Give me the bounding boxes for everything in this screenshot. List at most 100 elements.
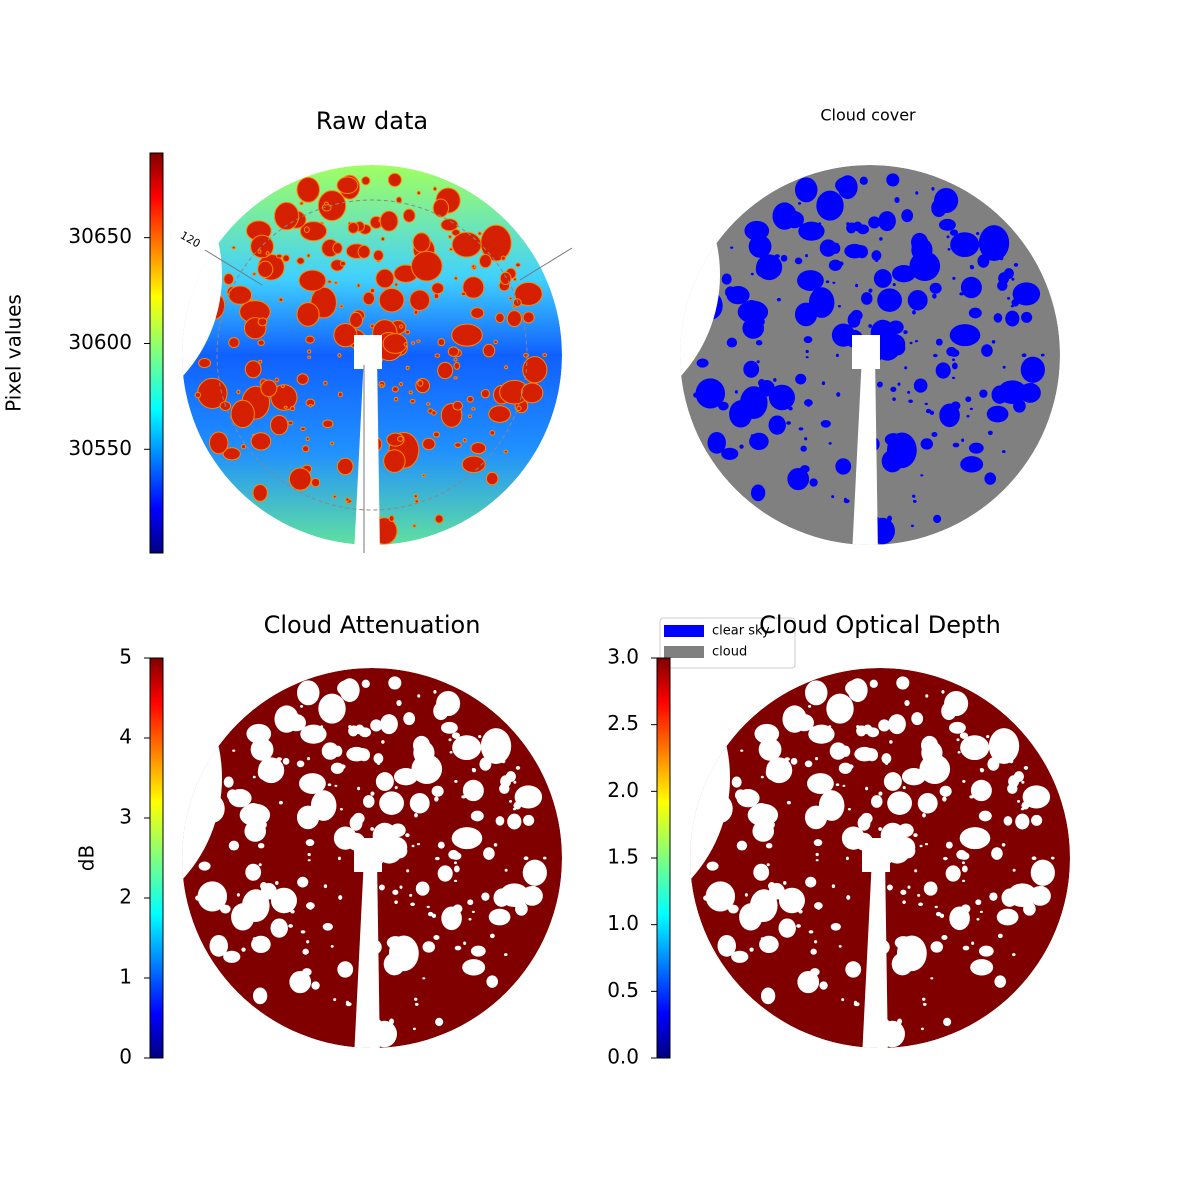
legend-swatch [664,625,704,637]
blob [1011,277,1015,281]
blob [296,302,320,327]
blob [252,775,256,779]
blob [857,815,871,831]
blob [997,933,1003,939]
blob [731,950,749,963]
blob [426,905,430,909]
blob [922,1002,927,1006]
blob [815,852,819,857]
blob [946,235,950,239]
blob [431,913,437,919]
blob [877,288,902,312]
blob [236,893,240,897]
blob [322,922,333,931]
blob [523,352,529,358]
blob [891,952,914,976]
blob [917,792,938,814]
sky-image [680,165,1060,545]
blob [337,961,354,978]
blob [284,909,288,912]
blob [920,474,924,477]
blob [398,324,404,329]
blob [416,842,421,846]
blob [960,735,990,761]
blob [797,970,820,994]
blob [989,892,998,901]
blob [755,249,760,254]
blob [961,865,968,873]
blob [721,273,732,285]
blob [1022,785,1051,809]
blob [437,841,445,849]
blob [881,333,906,354]
blob [939,913,945,919]
tick-label: 4 [119,725,132,749]
blob [468,917,472,921]
blob [968,307,982,319]
blob [296,176,320,203]
blob [871,250,882,261]
blob [380,236,386,242]
blob [322,707,332,715]
blob [395,196,403,204]
blob [379,383,384,388]
blob [695,378,726,409]
blob [412,524,417,528]
blob [382,333,408,354]
blob [481,892,490,901]
blob [258,820,267,829]
blob [321,742,339,760]
blob [414,499,420,504]
blob [758,738,782,761]
blob [394,900,398,904]
blob [832,281,836,284]
tick-label: 2.5 [607,711,639,735]
blob [969,265,973,268]
colorbar-label: Pixel values [2,294,26,412]
blob [387,172,402,187]
polar-grid [204,249,263,286]
blob [807,705,812,708]
blob [1021,801,1030,810]
blob [467,414,473,418]
blob [413,309,419,316]
blob [1001,843,1006,847]
blob [942,856,948,861]
blob [306,902,315,910]
blob [449,750,453,754]
colorbar [149,657,164,1059]
blob [223,950,241,963]
blob [467,899,474,906]
blob [380,887,384,891]
blob [513,801,522,810]
blob [946,346,957,357]
blob [993,313,1003,323]
blob [409,893,413,897]
blob [1029,886,1051,906]
blob [370,827,375,831]
blob [743,360,760,378]
blob [991,340,996,344]
blob [435,1017,444,1027]
blob [296,373,309,385]
blob [397,939,404,945]
blob [861,292,873,305]
blob [969,795,974,799]
blob [296,805,320,830]
blob [1005,310,1020,327]
blob [859,176,868,185]
blob [922,997,926,1001]
blob [383,836,408,857]
blob [349,815,363,831]
blob [987,430,993,436]
blob [274,377,280,383]
blob [307,756,311,761]
blob [223,776,234,788]
blob [965,396,972,403]
blob [812,729,818,736]
annotation: 120 [178,229,203,251]
blob [432,186,437,192]
blob [878,827,883,831]
blob [318,693,346,724]
